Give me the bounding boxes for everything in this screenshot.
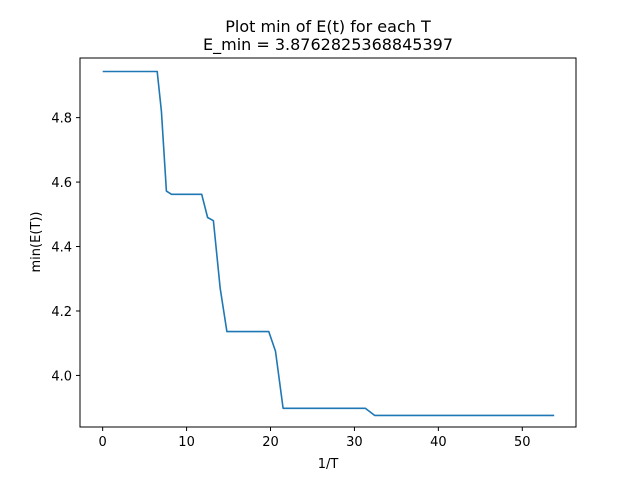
y-tick-label: 4.2 — [51, 305, 72, 320]
x-tick-label: 20 — [262, 435, 279, 450]
plot-area — [102, 70, 555, 417]
x-tick-label: 40 — [430, 435, 447, 450]
series-line — [102, 70, 555, 417]
x-tick-label: 30 — [346, 435, 363, 450]
x-tick-label: 0 — [99, 435, 107, 450]
x-axis: 0 10 20 30 40 50 — [99, 427, 531, 450]
y-tick-label: 4.8 — [51, 112, 72, 127]
y-tick-label: 4.0 — [51, 369, 72, 384]
y-axis-label: min(E(T)) — [29, 212, 44, 273]
y-tick-label: 4.6 — [51, 176, 72, 191]
y-tick-label: 4.4 — [51, 241, 72, 256]
x-tick-label: 10 — [178, 435, 195, 450]
chart-subtitle: E_min = 3.8762825368845397 — [203, 35, 453, 55]
x-tick-label: 50 — [514, 435, 531, 450]
x-axis-label: 1/T — [318, 457, 339, 472]
chart-title: Plot min of E(t) for each T — [225, 17, 431, 36]
y-axis: 4.0 4.2 4.4 4.6 4.8 — [51, 112, 80, 384]
axes-frame — [79, 57, 577, 428]
